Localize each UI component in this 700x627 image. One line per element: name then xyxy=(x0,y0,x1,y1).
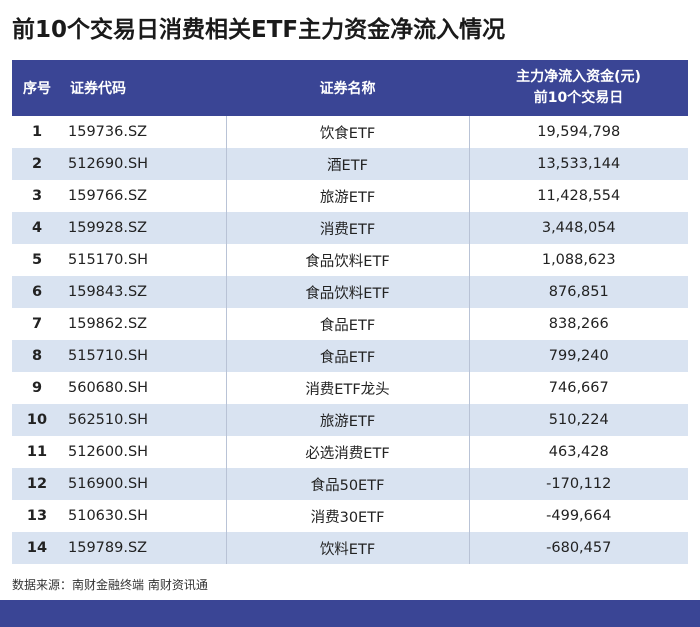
name-cell: 饮食ETF xyxy=(225,116,470,148)
code-cell: 515170.SH xyxy=(62,244,226,276)
table-row: 14 159789.SZ 饮料ETF -680,457 xyxy=(12,532,688,564)
code-cell: 560680.SH xyxy=(62,372,226,404)
amount-cell: 463,428 xyxy=(469,436,688,468)
rank-cell: 11 xyxy=(12,436,62,468)
header-code: 证券代码 xyxy=(62,60,226,116)
amount-cell: 876,851 xyxy=(469,276,688,308)
rank-cell: 4 xyxy=(12,212,62,244)
name-cell: 消费ETF龙头 xyxy=(225,372,470,404)
code-cell: 159736.SZ xyxy=(62,116,226,148)
code-cell: 516900.SH xyxy=(62,468,226,500)
name-cell: 饮料ETF xyxy=(225,532,470,564)
rank-cell: 8 xyxy=(12,340,62,372)
rank-cell: 6 xyxy=(12,276,62,308)
rank-cell: 14 xyxy=(12,532,62,564)
name-cell: 食品ETF xyxy=(225,308,470,340)
table-row: 11 512600.SH 必选消费ETF 463,428 xyxy=(12,436,688,468)
rank-cell: 2 xyxy=(12,148,62,180)
table-body: 1 159736.SZ 饮食ETF 19,594,798 2 512690.SH 酒ETF 1… xyxy=(12,116,688,564)
code-cell: 510630.SH xyxy=(62,500,226,532)
amount-cell: 799,240 xyxy=(469,340,688,372)
table-header-row: 序号 证券代码 证券名称 主力净流入资金(元) 前10个交易日 xyxy=(12,60,688,116)
table-row: 8 515710.SH 食品ETF 799,240 xyxy=(12,340,688,372)
amount-cell: -499,664 xyxy=(469,500,688,532)
rank-cell: 7 xyxy=(12,308,62,340)
code-cell: 159862.SZ xyxy=(62,308,226,340)
code-cell: 159928.SZ xyxy=(62,212,226,244)
amount-cell: 746,667 xyxy=(469,372,688,404)
table-row: 2 512690.SH 酒ETF 13,533,144 xyxy=(12,148,688,180)
table-row: 5 515170.SH 食品饮料ETF 1,088,623 xyxy=(12,244,688,276)
name-cell: 食品饮料ETF xyxy=(225,244,470,276)
amount-cell: 3,448,054 xyxy=(469,212,688,244)
source-note: 数据来源：南财金融终端 南财资讯通 xyxy=(12,578,208,592)
table-row: 4 159928.SZ 消费ETF 3,448,054 xyxy=(12,212,688,244)
name-cell: 消费30ETF xyxy=(225,500,470,532)
amount-cell: 13,533,144 xyxy=(469,148,688,180)
table-row: 6 159843.SZ 食品饮料ETF 876,851 xyxy=(12,276,688,308)
table-row: 13 510630.SH 消费30ETF -499,664 xyxy=(12,500,688,532)
rank-cell: 10 xyxy=(12,404,62,436)
table-row: 7 159862.SZ 食品ETF 838,266 xyxy=(12,308,688,340)
name-cell: 食品50ETF xyxy=(225,468,470,500)
name-cell: 食品饮料ETF xyxy=(225,276,470,308)
amount-cell: -170,112 xyxy=(469,468,688,500)
header-amount: 主力净流入资金(元) 前10个交易日 xyxy=(469,60,688,116)
header-amount-line2: 前10个交易日 xyxy=(533,90,624,106)
amount-cell: 1,088,623 xyxy=(469,244,688,276)
page-title: 前10个交易日消费相关ETF主力资金净流入情况 xyxy=(12,17,506,43)
code-cell: 515710.SH xyxy=(62,340,226,372)
rank-cell: 9 xyxy=(12,372,62,404)
code-cell: 159789.SZ xyxy=(62,532,226,564)
table-row: 10 562510.SH 旅游ETF 510,224 xyxy=(12,404,688,436)
amount-cell: 11,428,554 xyxy=(469,180,688,212)
name-cell: 消费ETF xyxy=(225,212,470,244)
header-rank: 序号 xyxy=(12,60,62,116)
footer-bar xyxy=(0,600,700,627)
rank-cell: 13 xyxy=(12,500,62,532)
table-row: 9 560680.SH 消费ETF龙头 746,667 xyxy=(12,372,688,404)
code-cell: 159843.SZ xyxy=(62,276,226,308)
code-cell: 512690.SH xyxy=(62,148,226,180)
code-cell: 562510.SH xyxy=(62,404,226,436)
table-row: 3 159766.SZ 旅游ETF 11,428,554 xyxy=(12,180,688,212)
amount-cell: 510,224 xyxy=(469,404,688,436)
name-cell: 旅游ETF xyxy=(225,180,470,212)
name-cell: 旅游ETF xyxy=(225,404,470,436)
rank-cell: 5 xyxy=(12,244,62,276)
amount-cell: -680,457 xyxy=(469,532,688,564)
rank-cell: 3 xyxy=(12,180,62,212)
table-row: 12 516900.SH 食品50ETF -170,112 xyxy=(12,468,688,500)
code-cell: 512600.SH xyxy=(62,436,226,468)
name-cell: 必选消费ETF xyxy=(225,436,470,468)
rank-cell: 1 xyxy=(12,116,62,148)
name-cell: 酒ETF xyxy=(225,148,470,180)
rank-cell: 12 xyxy=(12,468,62,500)
table-row: 1 159736.SZ 饮食ETF 19,594,798 xyxy=(12,116,688,148)
etf-flow-table: 序号 证券代码 证券名称 主力净流入资金(元) 前10个交易日 1 159736.… xyxy=(12,60,688,564)
header-name: 证券名称 xyxy=(226,60,469,116)
name-cell: 食品ETF xyxy=(225,340,470,372)
amount-cell: 19,594,798 xyxy=(469,116,688,148)
code-cell: 159766.SZ xyxy=(62,180,226,212)
amount-cell: 838,266 xyxy=(469,308,688,340)
header-amount-line1: 主力净流入资金(元) xyxy=(516,69,641,85)
